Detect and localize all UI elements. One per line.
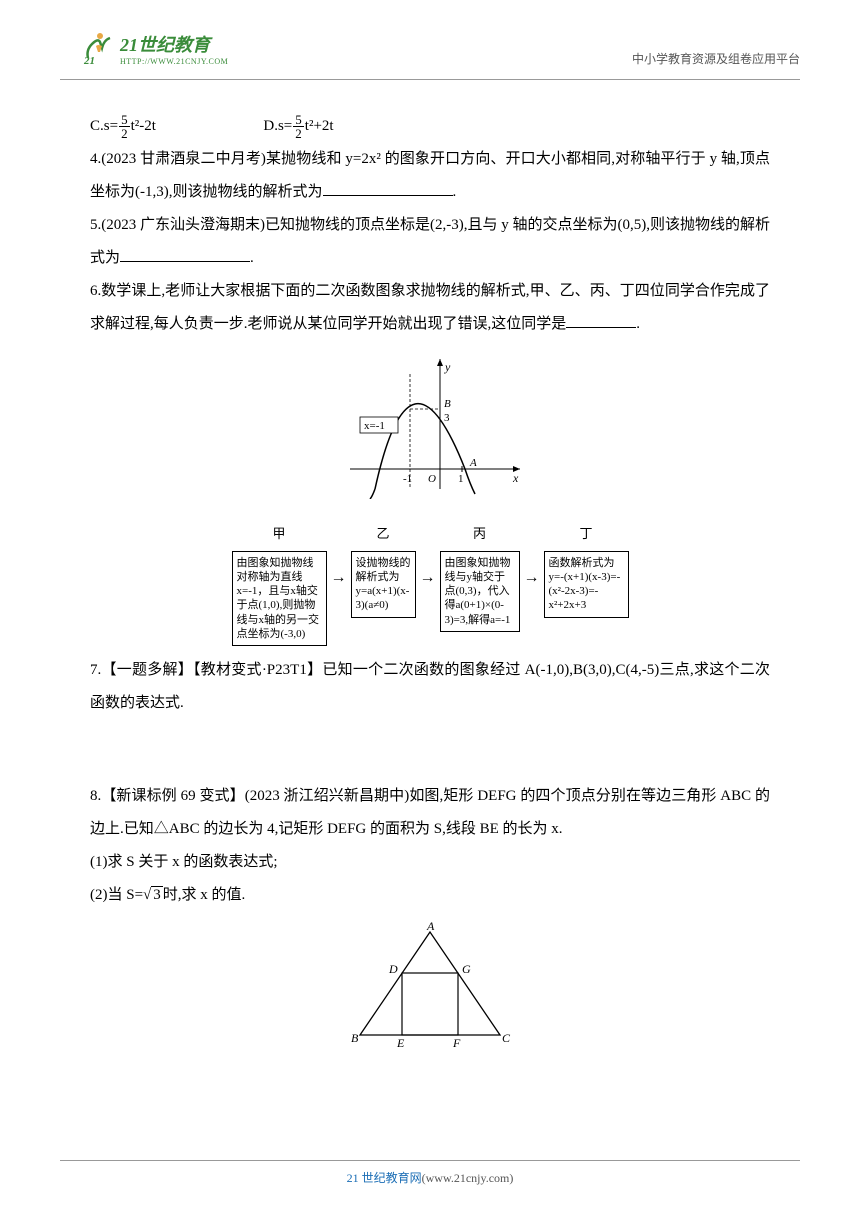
header-right-text: 中小学教育资源及组卷应用平台 xyxy=(632,50,800,67)
page-footer: 21 世纪教育网(www.21cnjy.com) xyxy=(60,1160,800,1186)
tri-B: B xyxy=(351,1031,359,1045)
tri-C: C xyxy=(502,1031,511,1045)
point-A: A xyxy=(469,457,477,469)
neg1: -1 xyxy=(403,473,412,485)
q3-optC: C.s=52t²-2t xyxy=(90,118,160,134)
q4-blank xyxy=(323,178,453,196)
y-axis-label: y xyxy=(444,360,451,374)
box-jia: 甲 由图象知抛物线对称轴为直线x=-1，且与x轴交于点(1,0),则抛物线与x轴… xyxy=(232,520,327,646)
arrow-icon: → xyxy=(420,520,436,595)
arrow-icon: → xyxy=(331,520,347,595)
tri-D: D xyxy=(388,962,398,976)
point-B: B xyxy=(444,398,451,410)
q4: 4.(2023 甘肃酒泉二中月考)某抛物线和 y=2x² 的图象开口方向、开口大… xyxy=(90,143,770,209)
tri-E: E xyxy=(396,1036,405,1050)
tri-F: F xyxy=(452,1036,461,1050)
q8-triangle: A B C D G E F xyxy=(90,920,770,1063)
box-yi: 乙 设抛物线的解析式为y=a(x+1)(x-3)(a≠0) xyxy=(351,520,416,618)
q5-blank xyxy=(120,244,250,262)
q7: 7.【一题多解】【教材变式·P23T1】已知一个二次函数的图象经过 A(-1,0… xyxy=(90,654,770,720)
vertex-label: x=-1 xyxy=(364,420,385,432)
point-B-y: 3 xyxy=(444,412,450,424)
x-axis-label: x xyxy=(512,471,519,485)
q6-blank xyxy=(566,310,636,328)
tri-G: G xyxy=(462,962,471,976)
svg-text:21: 21 xyxy=(83,55,95,66)
q3-options: C.s=52t²-2t D.s=52t²+2t xyxy=(90,110,770,143)
q8-sub1: (1)求 S 关于 x 的函数表达式; xyxy=(90,846,770,879)
pos1: 1 xyxy=(458,473,464,485)
page-header: 21 21世纪教育 HTTP://WWW.21CNJY.COM 中小学教育资源及… xyxy=(60,0,800,80)
logo-icon: 21 xyxy=(80,30,116,66)
q6: 6.数学课上,老师让大家根据下面的二次函数图象求抛物线的解析式,甲、乙、丙、丁四… xyxy=(90,275,770,341)
content-area: C.s=52t²-2t D.s=52t²+2t 4.(2023 甘肃酒泉二中月考… xyxy=(0,80,860,1063)
spacer xyxy=(90,720,770,780)
q6-graph: x=-1 y x B 3 A O -1 1 xyxy=(90,349,770,512)
q8: 8.【新课标例 69 变式】(2023 浙江绍兴新昌期中)如图,矩形 DEFG … xyxy=(90,780,770,846)
logo: 21 21世纪教育 HTTP://WWW.21CNJY.COM xyxy=(80,30,228,66)
arrow-icon: → xyxy=(524,520,540,595)
origin: O xyxy=(428,473,436,485)
logo-sub-text: HTTP://WWW.21CNJY.COM xyxy=(120,57,228,66)
q6-boxes: 甲 由图象知抛物线对称轴为直线x=-1，且与x轴交于点(1,0),则抛物线与x轴… xyxy=(90,520,770,646)
footer-main: 21 世纪教育网 xyxy=(347,1171,422,1185)
q3-optD: D.s=52t²+2t xyxy=(263,118,333,134)
box-ding: 丁 函数解析式为y=-(x+1)(x-3)=-(x²-2x-3)=-x²+2x+… xyxy=(544,520,629,618)
q8-sub2: (2)当 S=3时,求 x 的值. xyxy=(90,879,770,912)
box-bing: 丙 由图象知抛物线与y轴交于点(0,3)，代入得a(0+1)×(0-3)=3,解… xyxy=(440,520,520,632)
logo-text: 21世纪教育 HTTP://WWW.21CNJY.COM xyxy=(120,31,228,66)
logo-main-text: 21世纪教育 xyxy=(120,31,228,57)
tri-A: A xyxy=(426,920,435,933)
footer-url: (www.21cnjy.com) xyxy=(422,1171,514,1185)
q5: 5.(2023 广东汕头澄海期末)已知抛物线的顶点坐标是(2,-3),且与 y … xyxy=(90,209,770,275)
